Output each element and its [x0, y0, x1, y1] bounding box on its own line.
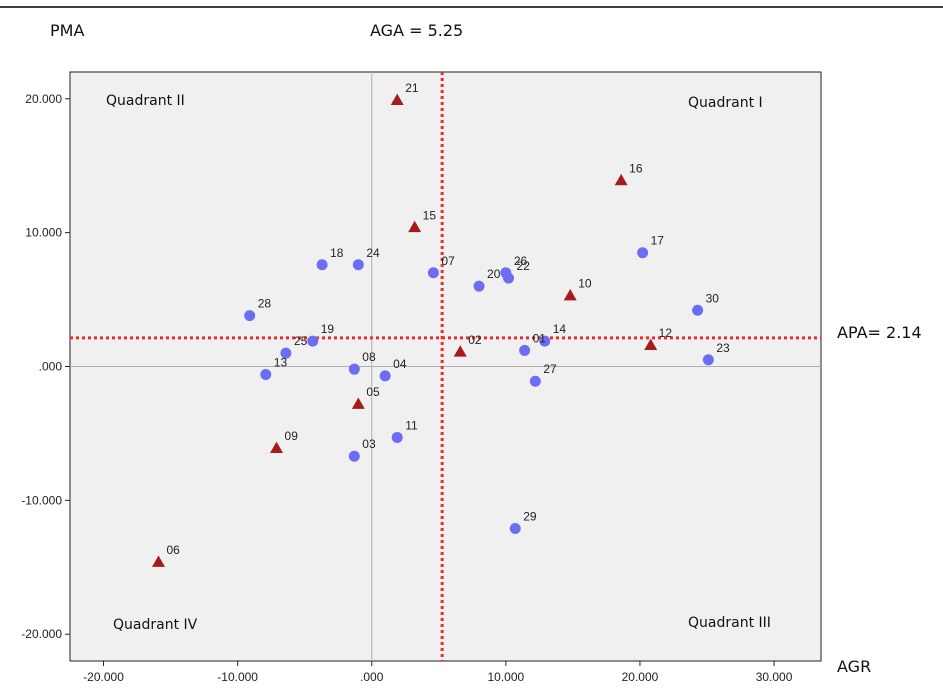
circle-point-19	[307, 335, 319, 347]
y-tick-label: -10.000	[21, 493, 62, 507]
point-label-18: 18	[330, 246, 344, 260]
point-label-24: 24	[366, 246, 380, 260]
point-label-11: 11	[405, 418, 418, 432]
y-axis-title: PMA	[50, 21, 84, 40]
quadrant-ii-label: Quadrant II	[106, 93, 185, 109]
point-label-28: 28	[258, 297, 272, 311]
x-tick-label: .000	[360, 670, 384, 684]
point-label-08: 08	[362, 350, 376, 364]
x-tick-label: 10.000	[487, 670, 524, 684]
quadrant-iii-label: Quadrant III	[688, 615, 771, 631]
point-label-26: 26	[514, 254, 528, 268]
point-label-23: 23	[716, 341, 730, 355]
triangle-point-12	[644, 338, 658, 350]
point-label-19: 19	[321, 322, 335, 336]
y-tick-label: .000	[39, 360, 63, 374]
point-label-14: 14	[553, 322, 567, 336]
point-label-16: 16	[629, 161, 643, 175]
circle-point-13	[260, 369, 272, 381]
circle-point-23	[702, 354, 714, 366]
point-label-04: 04	[393, 357, 407, 371]
circle-point-24	[352, 259, 364, 271]
x-tick-label: 20.000	[622, 670, 659, 684]
circle-point-29	[509, 522, 521, 534]
point-label-12: 12	[659, 326, 673, 340]
circle-point-18	[316, 259, 328, 271]
triangle-point-02	[453, 345, 467, 357]
point-label-03: 03	[362, 437, 376, 451]
point-label-05: 05	[366, 385, 380, 399]
point-label-07: 07	[441, 254, 455, 268]
circle-point-17	[637, 247, 649, 259]
point-label-20: 20	[487, 267, 501, 281]
circle-point-08	[348, 363, 360, 375]
y-tick-label: 10.000	[25, 226, 62, 240]
point-label-29: 29	[523, 509, 537, 523]
circle-point-03	[348, 450, 360, 462]
triangle-point-05	[351, 397, 365, 409]
triangle-point-06	[152, 555, 166, 567]
x-tick-label: 30.000	[756, 670, 793, 684]
quadrant-i-label: Quadrant I	[688, 95, 763, 111]
point-label-25: 25	[294, 334, 308, 348]
point-label-15: 15	[423, 208, 437, 222]
point-label-10: 10	[578, 277, 592, 291]
circle-point-07	[427, 267, 439, 279]
x-axis-title: AGR	[837, 657, 871, 676]
circle-point-22	[503, 272, 515, 284]
point-label-17: 17	[651, 234, 665, 248]
triangle-point-21	[390, 93, 404, 105]
point-label-21: 21	[405, 81, 419, 95]
point-label-02: 02	[468, 333, 482, 347]
point-label-01: 01	[533, 331, 547, 345]
point-label-27: 27	[543, 362, 557, 376]
y-tick-label: -20.000	[21, 627, 62, 641]
circle-point-01	[519, 344, 531, 356]
point-label-13: 13	[274, 356, 288, 370]
circle-point-25	[280, 347, 292, 359]
triangle-point-10	[563, 289, 577, 301]
triangle-point-15	[408, 220, 422, 233]
triangle-point-09	[270, 441, 284, 454]
circle-point-11	[391, 431, 403, 443]
point-label-22: 22	[517, 259, 531, 273]
circle-point-14	[539, 335, 551, 347]
x-tick-label: -10.000	[217, 670, 258, 684]
point-label-09: 09	[285, 429, 299, 443]
point-label-30: 30	[706, 291, 720, 305]
apa-label: APA= 2.14	[837, 323, 922, 342]
circle-point-27	[529, 375, 541, 387]
circle-point-30	[692, 304, 704, 316]
circle-point-20	[473, 280, 485, 292]
point-label-06: 06	[167, 543, 181, 557]
aga-label: AGA = 5.25	[370, 21, 463, 40]
quadrant-iv-label: Quadrant IV	[113, 617, 198, 633]
x-tick-label: -20.000	[83, 670, 124, 684]
circle-point-04	[379, 370, 391, 382]
triangle-point-16	[614, 173, 628, 186]
y-tick-label: 20.000	[25, 92, 62, 106]
circle-point-28	[244, 310, 256, 322]
